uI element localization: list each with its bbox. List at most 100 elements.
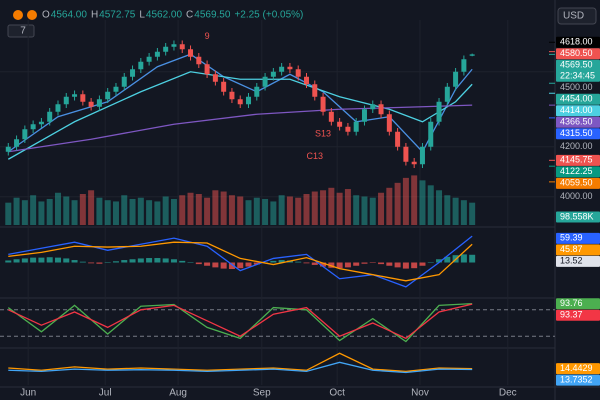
macd-histogram-bar — [30, 257, 37, 263]
volume-bar — [212, 190, 219, 225]
volume-bar — [5, 202, 12, 225]
volume-bar — [295, 197, 302, 225]
price-tag — [556, 363, 600, 375]
macd-histogram-bar — [21, 258, 28, 263]
volume-bar — [378, 192, 385, 225]
macd-histogram-bar — [154, 258, 161, 263]
candle-body — [303, 76, 309, 85]
volume-bar — [369, 197, 376, 225]
countdown: 22:34:45 — [560, 71, 595, 81]
candle-body — [411, 161, 417, 165]
candle-body — [179, 44, 185, 50]
volume-bar — [386, 187, 393, 225]
volume-bar — [96, 197, 103, 225]
price-tag-label: 14.4429 — [560, 363, 593, 373]
indicator-line — [8, 361, 473, 374]
macd-histogram-bar — [79, 261, 86, 263]
macd-histogram-bar — [245, 262, 252, 267]
macd-histogram-bar — [237, 262, 244, 269]
ohlc-key: C — [186, 10, 193, 21]
x-tick-label: Jun — [20, 388, 36, 399]
macd-histogram-bar — [436, 259, 443, 263]
macd-histogram-bar — [228, 262, 235, 269]
volume-bar — [170, 198, 177, 225]
volume-bar — [204, 197, 211, 225]
volume-bar — [46, 198, 53, 225]
candle-body — [246, 96, 252, 105]
macd-histogram-bar — [253, 262, 260, 265]
volume-bar — [262, 198, 269, 225]
x-tick-label: Aug — [169, 388, 187, 399]
volume-bar — [13, 197, 20, 225]
price-tag — [556, 211, 600, 223]
price-tag — [556, 255, 600, 267]
macd-histogram-bar — [195, 262, 202, 265]
currency-button[interactable] — [557, 7, 597, 25]
price-tag — [556, 36, 600, 48]
price-tag — [556, 166, 600, 178]
indicator-toggle[interactable] — [7, 24, 35, 38]
volume-bar — [394, 182, 401, 225]
macd-histogram-bar — [402, 262, 409, 269]
candle-body — [138, 61, 144, 70]
volume-bar — [427, 185, 434, 225]
candle-body — [212, 74, 218, 82]
candle-body — [163, 46, 169, 52]
macd-histogram-bar — [179, 260, 186, 263]
volume-bar — [88, 190, 95, 225]
candle-body — [345, 126, 351, 132]
macd-histogram-bar — [104, 262, 111, 263]
macd-histogram-bar — [469, 254, 476, 263]
price-tag-label: 4580.50 — [560, 48, 593, 58]
macd-histogram-bar — [328, 262, 335, 268]
volume-bar — [452, 197, 459, 225]
price-tag — [556, 298, 600, 310]
volume-bar — [245, 200, 252, 225]
candle-body — [130, 69, 136, 77]
volume-bar — [162, 196, 169, 225]
candle-body — [63, 96, 69, 105]
volume-bar — [344, 189, 351, 225]
macd-histogram-bar — [278, 260, 285, 263]
indicator-line — [8, 104, 473, 153]
candle-body — [403, 146, 409, 162]
candle-body — [146, 56, 152, 62]
macd-histogram-bar — [311, 262, 318, 265]
volume-bar — [38, 201, 45, 225]
change: +2.25 (+0.05%) — [234, 10, 303, 21]
candle-body — [229, 91, 235, 100]
indicator-line — [7, 71, 473, 160]
macd-histogram-bar — [361, 262, 368, 264]
candle-body — [279, 66, 285, 72]
volume-bar — [469, 202, 476, 225]
price-tag-label: 4145.75 — [560, 155, 593, 165]
volume-bar — [402, 177, 409, 225]
candle-body — [105, 91, 111, 100]
macd-histogram-bar — [170, 259, 177, 263]
price-tag-label: 4569.50 — [560, 60, 593, 70]
x-tick-label: Oct — [329, 388, 345, 399]
macd-histogram-bar — [419, 262, 426, 266]
macd-histogram-bar — [5, 260, 12, 263]
candle-body — [444, 86, 450, 102]
candle-body — [47, 111, 53, 122]
candle-body — [419, 146, 425, 165]
candle-body — [96, 99, 102, 107]
price-tag — [556, 93, 600, 105]
ohlc-value: 4572.75 — [99, 10, 136, 21]
price-tag-label: 4315.50 — [560, 128, 593, 138]
volume-bar — [460, 200, 467, 225]
volume-bar — [311, 191, 318, 225]
volume-bar — [121, 195, 128, 225]
price-tag-label: 13.52 — [560, 256, 583, 266]
price-tag — [556, 309, 600, 321]
macd-histogram-bar — [386, 262, 393, 266]
candle-body — [469, 54, 475, 56]
price-tag-label: 13.7352 — [560, 375, 593, 385]
macd-histogram-bar — [378, 262, 385, 265]
candle-body — [88, 101, 94, 107]
volume-bar — [30, 195, 37, 225]
y-tick-label: 4200.00 — [560, 141, 593, 151]
volume-bar — [228, 195, 235, 225]
